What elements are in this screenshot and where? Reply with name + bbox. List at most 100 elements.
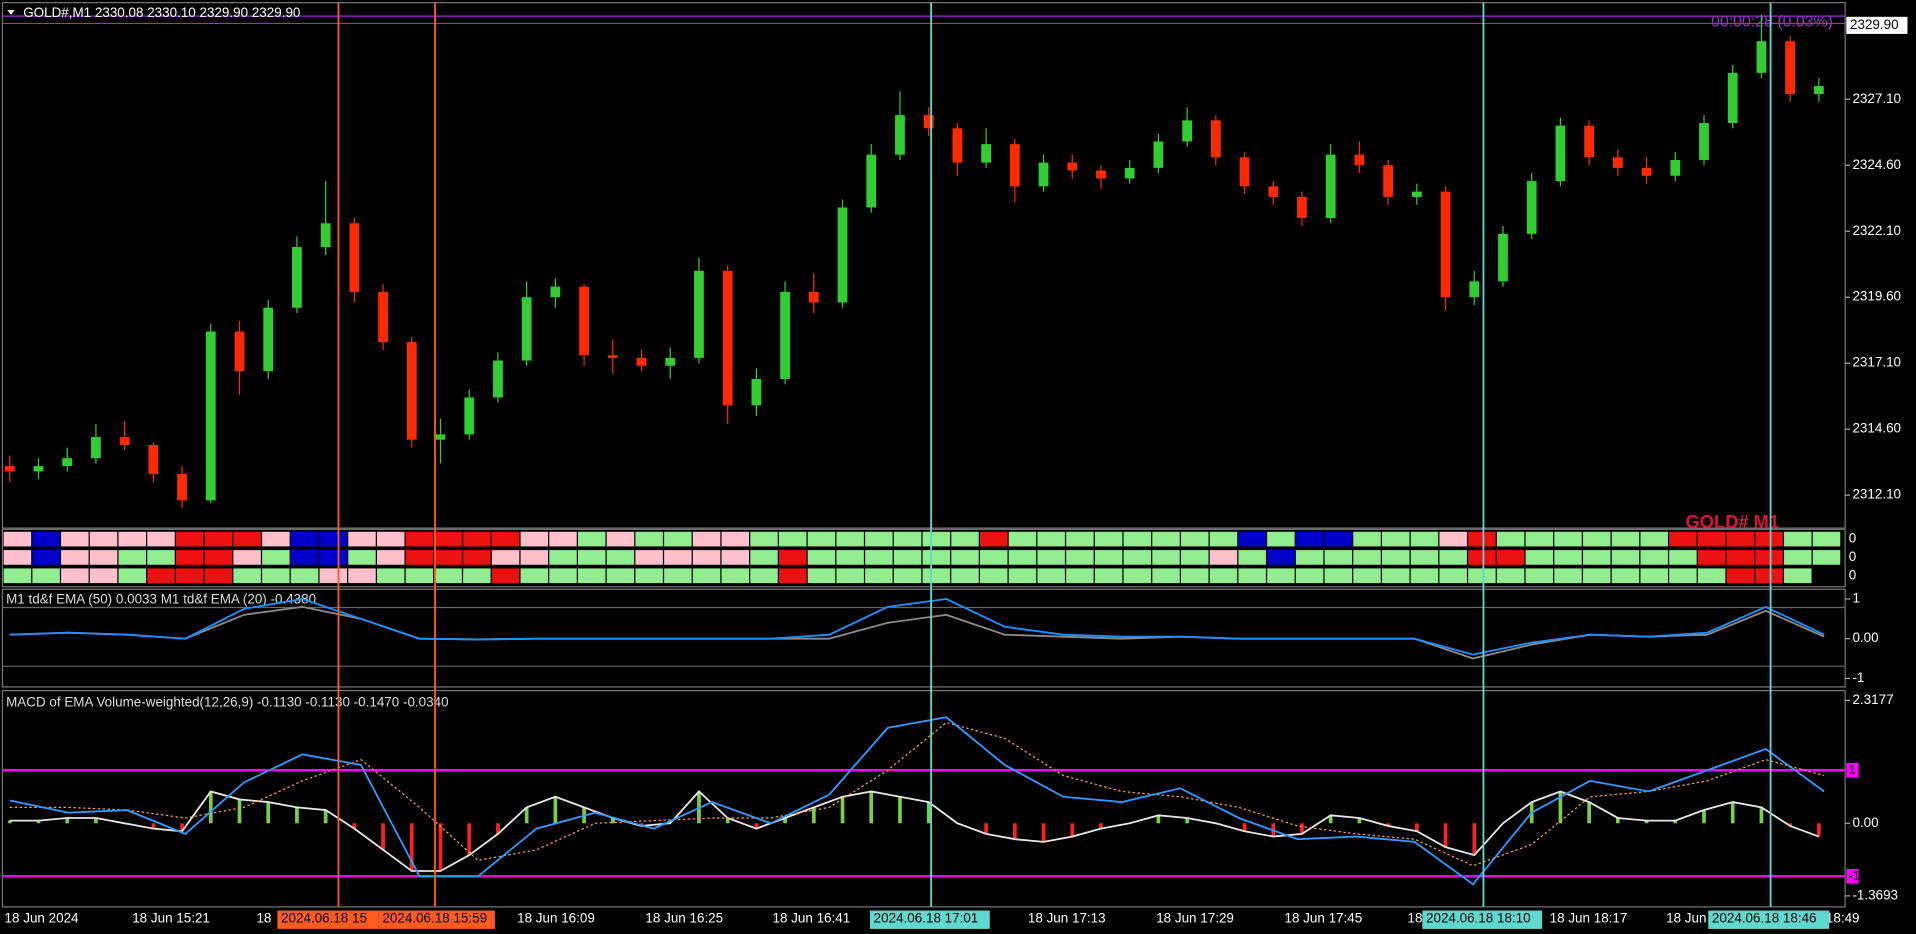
histogram-bar — [1759, 807, 1764, 824]
tdf-label: M1 td&f EMA (50) 0.0033 M1 td&f EMA (20)… — [6, 592, 316, 607]
candle-body — [1038, 162, 1049, 187]
y-tick-label: 2324.60 — [1852, 157, 1901, 172]
signal-cell — [434, 550, 462, 565]
y-tick-label: 2312.10 — [1852, 487, 1901, 502]
signal-cell — [1066, 550, 1094, 565]
signal-cell — [1267, 568, 1295, 584]
signal-cell — [721, 568, 750, 584]
candle-body — [923, 115, 934, 129]
time-marker-label: 2024.06.18 18:46 — [1712, 911, 1817, 926]
signal-cell — [1267, 550, 1295, 565]
signal-cell — [635, 531, 663, 547]
histogram-bar — [1817, 823, 1821, 837]
time-label: 18 Jun 17:45 — [1285, 911, 1363, 926]
signal-cell — [520, 531, 549, 547]
candle-body — [521, 297, 532, 361]
signal-cell — [721, 531, 750, 547]
signal-cell — [319, 568, 348, 584]
signal-cell — [491, 550, 520, 565]
signal-cell — [1669, 568, 1697, 584]
signal-cell — [290, 568, 319, 584]
candle-body — [837, 207, 848, 303]
signal-cell — [1066, 531, 1094, 547]
signal-cell — [1812, 550, 1841, 565]
signal-cell — [175, 531, 204, 547]
signal-cell — [1439, 568, 1467, 584]
signal-cell — [692, 550, 721, 565]
candle-body — [607, 355, 618, 358]
histogram-bar — [65, 817, 70, 824]
signal-cell — [1152, 568, 1180, 584]
candle-body — [952, 128, 963, 163]
signal-cell — [664, 531, 692, 547]
candle-body — [320, 223, 331, 248]
candle-body — [1555, 125, 1566, 182]
histogram-bar — [524, 807, 529, 824]
indicator-line — [9, 716, 1825, 886]
signal-cell — [290, 531, 319, 547]
signal-cell — [233, 568, 261, 584]
candle-body — [1354, 154, 1365, 166]
signal-cell — [3, 568, 32, 584]
histogram-bar — [7, 820, 12, 824]
y-tick-label: -1.3693 — [1852, 887, 1898, 902]
signal-cell — [1611, 550, 1640, 565]
menu-arrow[interactable] — [7, 9, 15, 15]
time-marker-box — [378, 910, 495, 929]
candle-body — [1124, 167, 1135, 179]
time-marker-label: 2024.06.18 15:59 — [382, 911, 487, 926]
candle-body — [4, 466, 15, 472]
signal-cell — [1496, 568, 1525, 584]
signal-cell — [1181, 550, 1209, 565]
candle-body — [292, 247, 302, 308]
candle-body — [1009, 144, 1020, 187]
time-marker-box — [1422, 910, 1543, 929]
signal-cell — [1726, 568, 1755, 584]
signal-cell — [3, 531, 32, 547]
histogram-bar — [266, 802, 271, 824]
candle-body — [1297, 196, 1307, 219]
signal-cell — [1123, 568, 1152, 584]
signal-cell — [1295, 568, 1324, 584]
signal-cell — [606, 568, 635, 584]
candle-body — [1727, 72, 1738, 124]
bar-timer: 00:00:28 (0.03%) — [1711, 13, 1833, 30]
signal-cell — [893, 550, 922, 565]
signal-cell — [348, 568, 376, 584]
candle-body — [119, 437, 130, 445]
signal-cell — [1094, 550, 1123, 565]
signal-cell — [1640, 568, 1668, 584]
signal-cell — [1295, 531, 1324, 547]
signal-cell — [204, 568, 233, 584]
signal-cell — [147, 568, 175, 584]
histogram-bar — [151, 823, 156, 829]
signal-cell — [118, 550, 147, 565]
candle-body — [1756, 41, 1767, 73]
histogram-bar — [381, 823, 385, 850]
signal-cell — [1267, 531, 1295, 547]
signal-cell — [1008, 550, 1037, 565]
indicator-line — [9, 598, 1825, 656]
signal-cell — [635, 550, 663, 565]
signal-cell — [376, 531, 405, 547]
candle-body — [1411, 191, 1422, 197]
candle-body — [1210, 120, 1221, 158]
signal-cell — [836, 568, 864, 584]
histogram-bar — [1041, 823, 1046, 842]
signal-cell — [290, 550, 319, 565]
histogram-bar — [811, 807, 816, 824]
signal-cell — [262, 568, 290, 584]
histogram-bar — [1185, 817, 1189, 824]
candle-body — [665, 357, 676, 366]
signal-cell — [89, 531, 118, 547]
time-label: 18 Jun 16:41 — [773, 911, 851, 926]
indicator-line — [9, 790, 1820, 872]
signal-cell — [1468, 531, 1496, 547]
time-label: 18 Jun 17:13 — [1028, 911, 1106, 926]
time-label: 18 Jun 17:29 — [1156, 911, 1234, 926]
strip-label: 0 — [1849, 567, 1856, 582]
time-label: 18 Jun 2024 — [5, 911, 79, 926]
candle-body — [780, 291, 790, 379]
candle-body — [177, 473, 187, 501]
signal-cell — [836, 550, 864, 565]
